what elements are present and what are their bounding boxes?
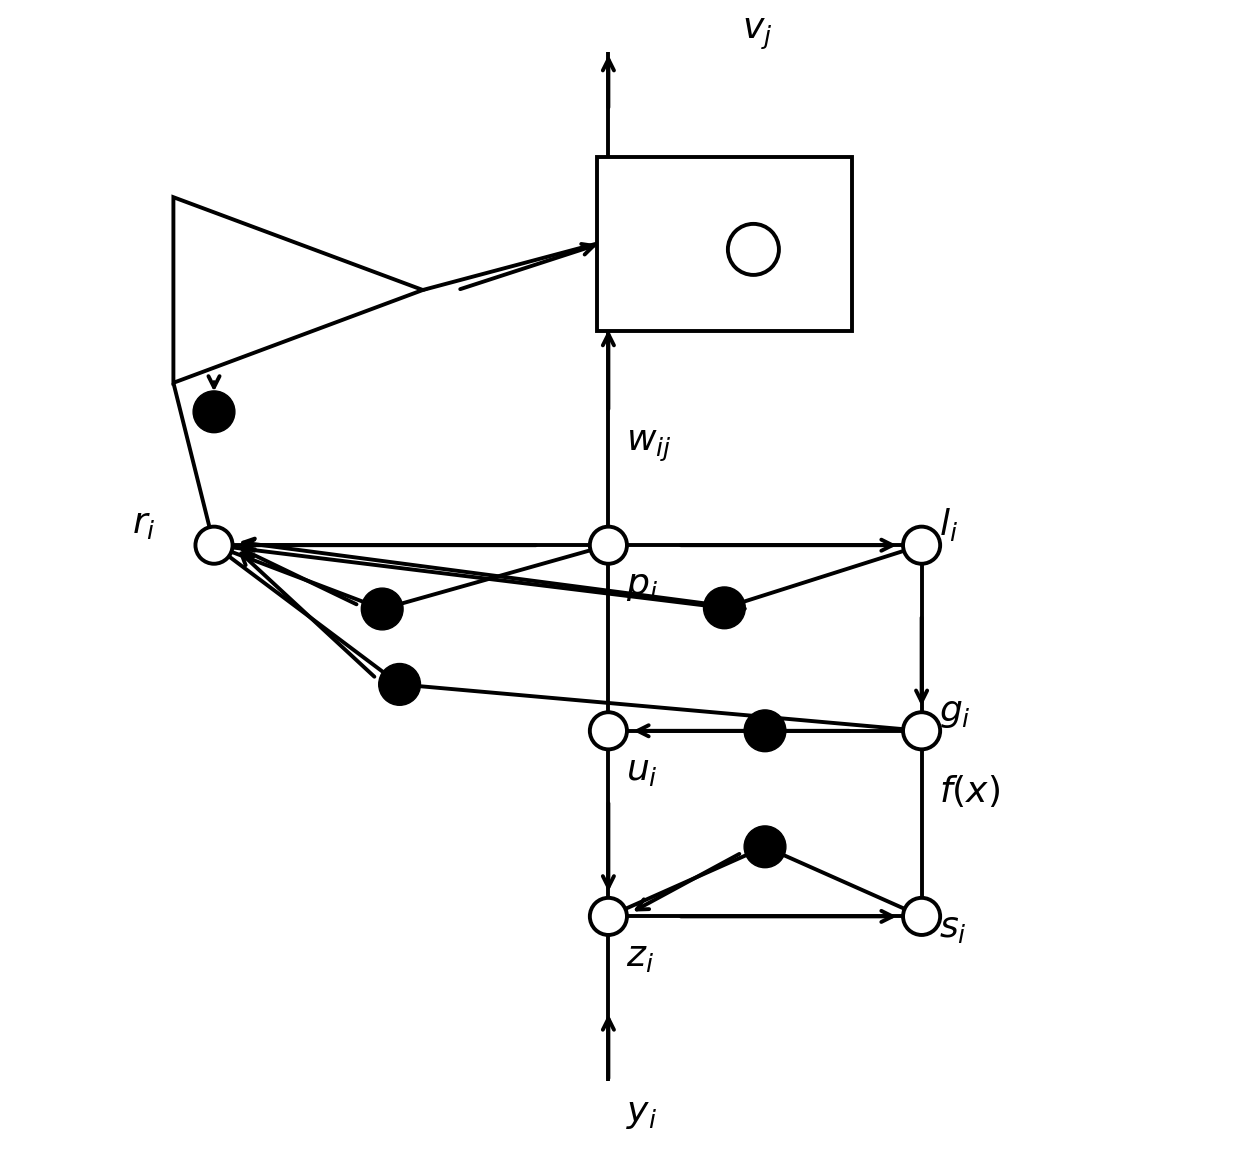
Text: $u_{i}$: $u_{i}$ [626,754,657,789]
Text: $z_{i}$: $z_{i}$ [626,940,653,974]
Circle shape [590,527,627,564]
Circle shape [196,527,233,564]
Circle shape [728,224,779,275]
Bar [596,157,852,331]
Text: $v_{j}$: $v_{j}$ [742,17,773,52]
Text: $g_{i}$: $g_{i}$ [939,696,971,731]
Text: $r_{i}$: $r_{i}$ [133,507,156,542]
Circle shape [378,664,420,705]
Circle shape [903,527,940,564]
Circle shape [903,898,940,935]
Circle shape [903,712,940,749]
Circle shape [703,587,745,629]
Circle shape [744,826,786,868]
Text: $p_{i}$: $p_{i}$ [626,568,657,603]
Circle shape [590,712,627,749]
Text: $y_{i}$: $y_{i}$ [626,1096,657,1131]
Text: $w_{ij}$: $w_{ij}$ [626,429,671,464]
Text: $f(x)$: $f(x)$ [939,773,1001,810]
Circle shape [590,898,627,935]
Text: $s_{i}$: $s_{i}$ [939,911,967,945]
Circle shape [744,710,786,752]
Circle shape [193,391,234,433]
Circle shape [361,588,403,630]
Text: $l_{i}$: $l_{i}$ [939,506,959,543]
